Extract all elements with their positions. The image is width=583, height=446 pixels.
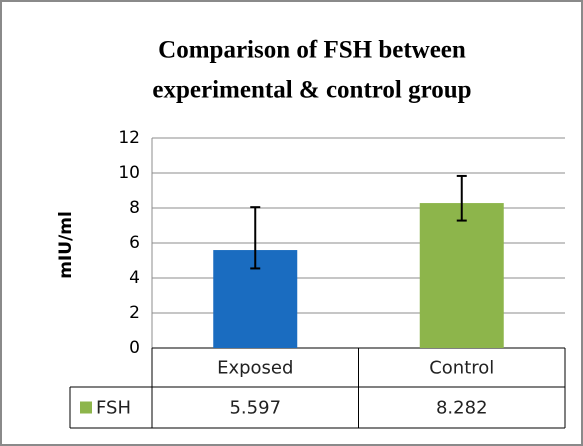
x-tick-label: Exposed (217, 358, 293, 379)
y-tick-label: 8 (129, 198, 140, 218)
y-tick-label: 2 (129, 303, 140, 323)
table-value: 8.282 (436, 398, 488, 419)
chart-title: experimental & control group (152, 77, 471, 104)
y-tick-label: 10 (118, 163, 140, 183)
legend-label: FSH (96, 398, 131, 419)
y-axis-label: mIU/ml (56, 211, 76, 279)
x-tick-label: Control (429, 358, 494, 379)
y-tick-label: 6 (129, 233, 140, 253)
error-bar (456, 174, 467, 222)
y-tick-label: 0 (129, 338, 140, 358)
table-value: 5.597 (229, 398, 281, 419)
error-bar (250, 206, 261, 270)
legend-key (80, 401, 92, 414)
chart-title: Comparison of FSH between (158, 37, 466, 64)
y-tick-label: 12 (118, 128, 140, 148)
bar (419, 203, 504, 348)
y-tick-label: 4 (129, 268, 140, 288)
